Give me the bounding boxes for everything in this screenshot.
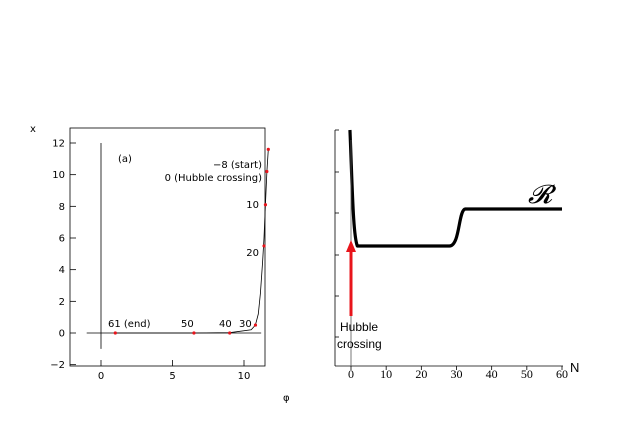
left-y-tick-label: 6 xyxy=(59,234,65,245)
left-marker-point xyxy=(253,323,258,327)
hubble-crossing-label-line1: Hubble xyxy=(340,320,378,334)
right-x-tick-label: 30 xyxy=(451,367,463,381)
curve-label: 𝓡 xyxy=(528,180,557,209)
right-x-tick-label: 60 xyxy=(556,367,568,381)
left-marker-point xyxy=(228,331,232,335)
right-x-axis-label: N xyxy=(570,360,579,375)
left-y-tick-label: 2 xyxy=(59,297,65,308)
left-marker-label: 50 xyxy=(181,319,194,330)
left-marker-label: −8 (start) xyxy=(213,160,262,171)
left-y-tick-label: 4 xyxy=(59,265,65,276)
left-marker-point xyxy=(263,203,268,207)
left-marker-label: 20 xyxy=(246,248,259,259)
left-y-axis-label: x xyxy=(30,124,36,135)
curvature-perturbation-curve xyxy=(348,129,562,248)
left-x-axis-label: φ xyxy=(283,393,290,404)
left-x-tick-label: 0 xyxy=(98,371,104,382)
left-y-tick-label: 10 xyxy=(52,170,65,181)
left-y-tick-label: 12 xyxy=(52,139,65,150)
left-marker-label: 61 (end) xyxy=(108,319,151,330)
left-marker-label: 30 xyxy=(239,319,252,330)
left-marker-label: 10 xyxy=(246,200,259,211)
right-x-tick-label: 40 xyxy=(486,367,498,381)
right-x-tick-label: 50 xyxy=(521,367,533,381)
hubble-crossing-label-line2: crossing xyxy=(337,337,382,351)
left-x-tick-label: 10 xyxy=(238,371,251,382)
left-y-tick-label: −2 xyxy=(50,360,65,371)
right-x-tick-label: 0 xyxy=(348,367,354,381)
right-x-tick-label: 10 xyxy=(380,367,392,381)
left-x-tick-label: 5 xyxy=(169,371,175,382)
right-x-tick-label: 20 xyxy=(415,367,427,381)
left-marker-label: 0 (Hubble crossing) xyxy=(165,173,262,184)
left-marker-label: 40 xyxy=(219,319,232,330)
left-chart: x φ (a) 0 5 10 −2 0 2 4 6 8 10 12 61 (end) 50 40 30 20… xyxy=(30,124,290,404)
left-y-tick-label: 8 xyxy=(59,202,65,213)
right-chart: 0 10 20 30 40 50 60 Hubble crossing 𝓡 N xyxy=(334,129,579,381)
left-marker-point xyxy=(192,331,196,335)
left-marker-point xyxy=(266,147,270,151)
hubble-crossing-arrow-head xyxy=(346,240,356,252)
left-marker-point xyxy=(265,169,269,174)
left-marker-point xyxy=(262,244,266,248)
left-panel-label: (a) xyxy=(118,154,132,165)
left-marker-point xyxy=(113,331,117,335)
left-y-tick-label: 0 xyxy=(59,329,65,340)
